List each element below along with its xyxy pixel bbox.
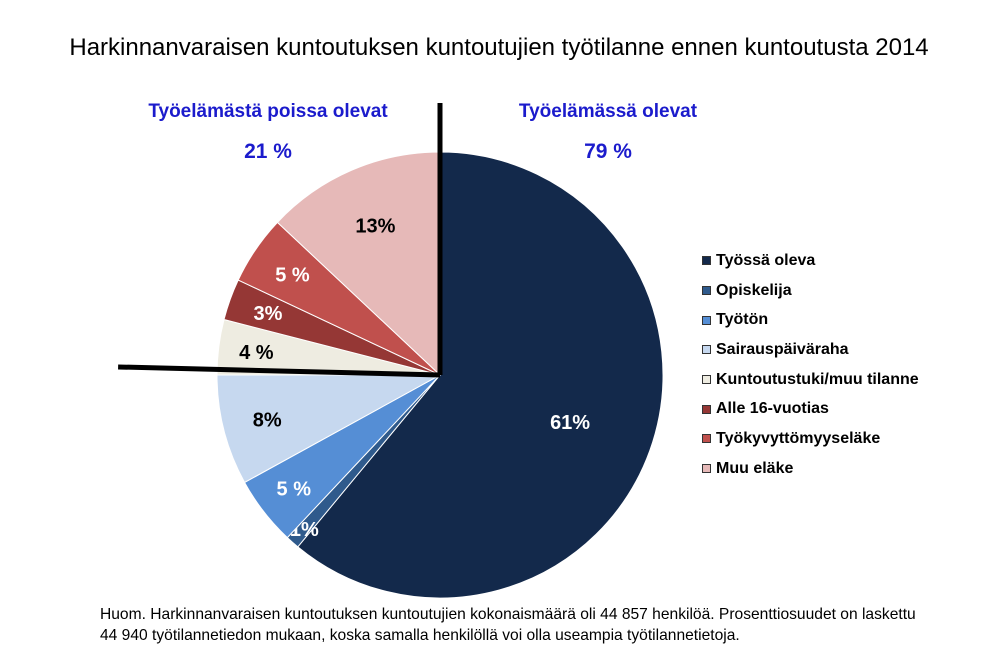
legend: Työssä oleva Opiskelija Työtön Sairauspäivä… (702, 246, 919, 484)
group-pct-out: 21 % (244, 140, 292, 163)
legend-swatch (702, 434, 711, 444)
legend-swatch (702, 404, 711, 414)
group-pct-in: 79 % (584, 140, 632, 163)
footnote-line-2: 44 940 työtilannetiedon mukaan, koska sa… (100, 627, 740, 644)
group-divider-line-left (118, 364, 441, 378)
chart-title: Harkinnanvaraisen kuntoutuksen kuntoutuj… (69, 34, 929, 61)
legend-item-tyokyvyttomyyselake: Työkyvyttömyyseläke (702, 424, 919, 454)
legend-swatch (702, 464, 711, 474)
data-label-tyoton: 5 % (277, 478, 312, 500)
group-label-out: Työelämästä poissa olevat (148, 101, 388, 122)
legend-swatch (702, 375, 711, 385)
group-label-in: Työelämässä olevat (518, 101, 698, 122)
legend-label: Työtön (716, 311, 769, 329)
data-label-tyokyvyttomyyselake: 5 % (275, 265, 310, 287)
pie-slice-tyossa-oleva (297, 151, 664, 599)
legend-label: Sairauspäiväraha (716, 340, 849, 358)
legend-swatch (702, 315, 711, 325)
legend-item-tyossa-oleva: Työssä oleva (702, 246, 919, 276)
data-label-muu-elake: 13% (355, 216, 395, 238)
data-label-tyossa-oleva: 61% (550, 412, 590, 434)
pie-slice-muu-elake (276, 151, 441, 377)
data-label-sairauspaivaraha: 8% (253, 409, 282, 431)
legend-item-opiskelija: Opiskelija (702, 276, 919, 306)
legend-item-alle-16-vuotias: Alle 16-vuotias (702, 394, 919, 424)
footnote-line-1: Huom. Harkinnanvaraisen kuntoutuksen kun… (100, 606, 916, 623)
legend-item-sairauspaivaraha: Sairauspäiväraha (702, 335, 919, 365)
legend-swatch (702, 286, 711, 296)
legend-label: Työssä oleva (716, 251, 816, 269)
legend-item-kuntoutustuki-muu-tilanne: Kuntoutustuki/muu tilanne (702, 365, 919, 395)
legend-label: Kuntoutustuki/muu tilanne (716, 370, 919, 388)
legend-label: Opiskelija (716, 281, 792, 299)
data-label-kuntoutustuki-muu-tilanne: 4 % (239, 342, 274, 364)
legend-item-muu-elake: Muu eläke (702, 454, 919, 484)
data-label-alle-16-vuotias: 3% (253, 303, 282, 325)
pie-slice-sairauspaivaraha (216, 374, 441, 484)
legend-label: Alle 16-vuotias (716, 400, 829, 418)
footnote: Huom. Harkinnanvaraisen kuntoutuksen kun… (100, 604, 980, 646)
legend-label: Työkyvyttömyyseläke (716, 429, 881, 447)
legend-swatch (702, 345, 711, 355)
legend-swatch (702, 256, 711, 266)
legend-item-tyoton: Työtön (702, 305, 919, 335)
legend-label: Muu eläke (716, 459, 794, 477)
